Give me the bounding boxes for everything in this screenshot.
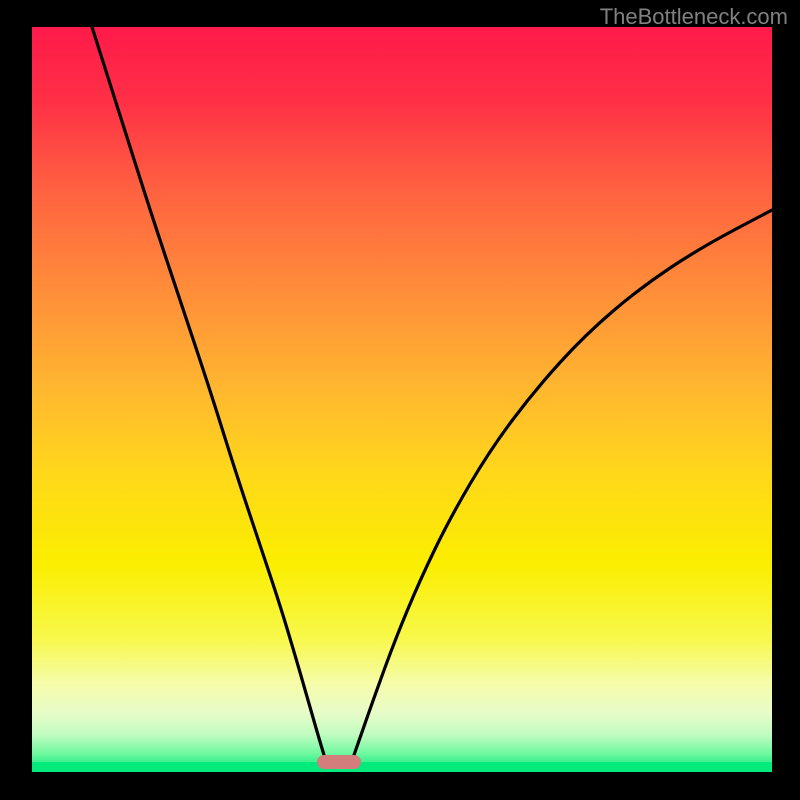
watermark-text: TheBottleneck.com [600,4,788,30]
plot-background [32,27,772,772]
bottleneck-chart [0,0,800,800]
chart-container: TheBottleneck.com [0,0,800,800]
optimal-marker [317,755,361,769]
bottom-green-band [32,762,772,772]
